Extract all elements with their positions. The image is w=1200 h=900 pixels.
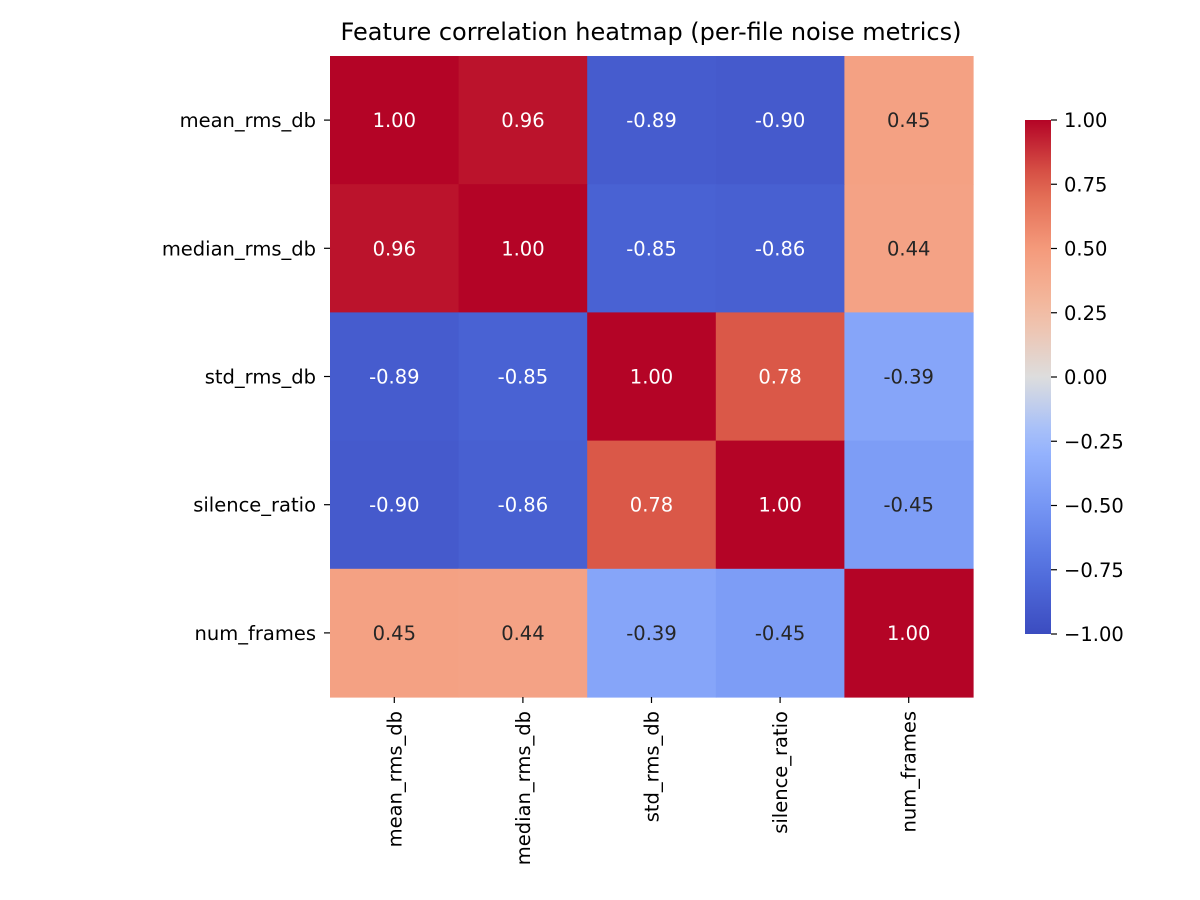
row-labels: mean_rms_db median_rms_db std_rms_dbsilenc… bbox=[162, 109, 330, 645]
cell-annotation: 1.00 bbox=[501, 237, 544, 260]
colorbar-tick-label: 0.50 bbox=[1064, 238, 1107, 261]
cell-annotation: -0.39 bbox=[883, 366, 933, 389]
row-label: num_frames bbox=[195, 622, 316, 645]
row-label: silence_ratio bbox=[193, 494, 316, 517]
column-label: num_frames bbox=[898, 711, 921, 832]
heatmap-cell bbox=[844, 312, 974, 442]
colorbar-tick-label: −1.00 bbox=[1064, 623, 1124, 646]
cell-annotation: -0.85 bbox=[498, 366, 548, 389]
heatmap-cell bbox=[715, 184, 845, 313]
cell-annotation: 0.78 bbox=[758, 366, 801, 389]
column-label: silence_ratio bbox=[769, 711, 792, 834]
heatmap-cell bbox=[715, 440, 845, 570]
cell-annotation: -0.39 bbox=[626, 622, 676, 645]
heatmap-cell bbox=[844, 440, 974, 570]
heatmap-grid: 1.00 0.96 -0.89 -0.90 0.45 0.96 1.00 -0.85 -0.86… bbox=[330, 56, 974, 698]
cell-annotation: 0.44 bbox=[887, 237, 930, 260]
colorbar: 1.00 0.75 0.50 0.25 0.00 −0.25 −0.50 −0.75 −1.00 bbox=[1025, 109, 1124, 646]
colorbar-tick-label: 1.00 bbox=[1064, 109, 1107, 132]
row-label: mean_rms_db bbox=[180, 109, 316, 132]
cell-annotation: 0.45 bbox=[373, 622, 416, 645]
row-label: std_rms_db bbox=[205, 366, 316, 389]
colorbar-gradient bbox=[1025, 120, 1051, 634]
colorbar-tick-label: −0.25 bbox=[1064, 430, 1124, 453]
colorbar-tick-label: 0.75 bbox=[1064, 173, 1107, 196]
heatmap-cell bbox=[330, 568, 460, 698]
heatmap-cell bbox=[330, 440, 460, 570]
cell-annotation: -0.85 bbox=[626, 237, 676, 260]
cell-annotation: 0.96 bbox=[501, 109, 544, 132]
column-label: std_rms_db bbox=[641, 711, 664, 822]
heatmap-cell bbox=[844, 568, 974, 698]
colorbar-tick-label: −0.50 bbox=[1064, 495, 1124, 518]
heatmap-cell bbox=[458, 184, 588, 313]
heatmap-cell bbox=[330, 312, 460, 442]
heatmap-cell bbox=[844, 56, 974, 185]
heatmap-cell bbox=[458, 568, 588, 698]
cell-annotation: 1.00 bbox=[630, 366, 673, 389]
cell-annotation: -0.86 bbox=[498, 494, 548, 517]
heatmap-cell bbox=[330, 184, 460, 313]
heatmap-cell bbox=[715, 56, 845, 185]
cell-annotation: -0.90 bbox=[369, 494, 419, 517]
heatmap-cell bbox=[715, 312, 845, 442]
cell-annotation: -0.45 bbox=[883, 494, 933, 517]
cell-annotation: -0.89 bbox=[626, 109, 676, 132]
cell-annotation: -0.90 bbox=[755, 109, 805, 132]
heatmap-cell bbox=[587, 312, 717, 442]
heatmap-cell bbox=[844, 184, 974, 313]
cell-annotation: 1.00 bbox=[887, 622, 930, 645]
cell-annotation: -0.89 bbox=[369, 366, 419, 389]
heatmap-cell bbox=[458, 440, 588, 570]
column-label: mean_rms_db bbox=[383, 711, 406, 847]
cell-annotation: 0.44 bbox=[501, 622, 544, 645]
cell-annotation: 0.96 bbox=[373, 237, 416, 260]
cell-annotation: -0.45 bbox=[755, 622, 805, 645]
heatmap-cell bbox=[458, 56, 588, 185]
heatmap-cell bbox=[587, 440, 717, 570]
heatmap-cell bbox=[330, 56, 460, 185]
heatmap-cell bbox=[587, 184, 717, 313]
cell-annotation: 0.45 bbox=[887, 109, 930, 132]
colorbar-tick-label: 0.25 bbox=[1064, 302, 1107, 325]
column-label: median_rms_db bbox=[512, 711, 535, 865]
heatmap-cell bbox=[587, 568, 717, 698]
heatmap-cell bbox=[587, 56, 717, 185]
cell-annotation: 0.78 bbox=[630, 494, 673, 517]
colorbar-tick-label: 0.00 bbox=[1064, 366, 1107, 389]
heatmap-cell bbox=[458, 312, 588, 442]
cell-annotation: 1.00 bbox=[758, 494, 801, 517]
row-label: median_rms_db bbox=[162, 237, 316, 260]
column-labels: mean_rms_db median_rms_db std_rms_db silenc… bbox=[383, 697, 921, 865]
chart-title: Feature correlation heatmap (per-file no… bbox=[340, 18, 962, 46]
colorbar-tick-label: −0.75 bbox=[1064, 559, 1124, 582]
cell-annotation: -0.86 bbox=[755, 237, 805, 260]
cell-annotation: 1.00 bbox=[373, 109, 416, 132]
heatmap-cell bbox=[715, 568, 845, 698]
